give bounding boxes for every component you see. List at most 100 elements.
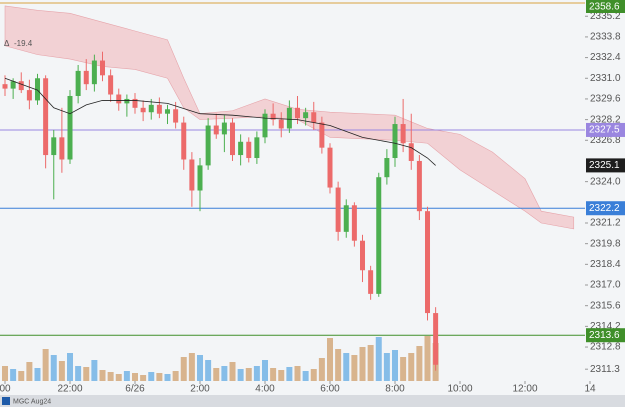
candle-body bbox=[197, 165, 203, 191]
x-tick-label: 8:00 bbox=[385, 384, 405, 395]
volume-bar bbox=[424, 336, 431, 381]
candle-body bbox=[408, 143, 414, 161]
volume-bar bbox=[270, 368, 277, 381]
volume-bar bbox=[107, 372, 114, 381]
price-badge-label: 2322.2 bbox=[589, 203, 620, 214]
volume-bar bbox=[18, 371, 25, 381]
volume-bar bbox=[99, 370, 106, 381]
volume-bar bbox=[408, 353, 415, 381]
candle-body bbox=[116, 94, 122, 104]
candle-body bbox=[425, 211, 431, 314]
volume-bar bbox=[253, 366, 260, 381]
volume-bar bbox=[34, 368, 41, 381]
y-tick-label: 2328.2 bbox=[590, 114, 621, 125]
volume-bar bbox=[2, 366, 9, 381]
volume-bar bbox=[383, 353, 390, 381]
volume-bar bbox=[359, 347, 366, 381]
candle-body bbox=[433, 313, 439, 365]
volume-bar bbox=[262, 360, 269, 381]
candle-body bbox=[416, 160, 422, 212]
y-tick-label: 2319.8 bbox=[590, 238, 621, 249]
y-tick-label: 2335.2 bbox=[590, 11, 621, 22]
y-tick-label: 2314.2 bbox=[590, 321, 621, 332]
volume-bar bbox=[180, 357, 187, 381]
y-tick-label: 2329.6 bbox=[590, 94, 621, 105]
volume-bar bbox=[302, 371, 309, 381]
x-tick-label: 6/26 bbox=[125, 384, 145, 395]
y-tick-label: 2326.8 bbox=[590, 135, 621, 146]
candle-body bbox=[327, 147, 333, 188]
y-tick-label: 2317.0 bbox=[590, 280, 621, 291]
candle-body bbox=[59, 137, 65, 160]
candle-body bbox=[286, 107, 292, 129]
candle-body bbox=[384, 158, 390, 178]
candle-body bbox=[67, 95, 73, 160]
volume-bar bbox=[164, 374, 171, 381]
candle-body bbox=[173, 109, 179, 123]
price-badge bbox=[586, 328, 625, 343]
candle-body bbox=[43, 78, 49, 156]
candle-body bbox=[278, 119, 284, 129]
symbol-icon bbox=[2, 397, 10, 405]
candle-body bbox=[262, 113, 268, 138]
price-badge bbox=[586, 201, 625, 216]
status-bar bbox=[0, 395, 625, 407]
volume-bar bbox=[416, 346, 423, 381]
candle-body bbox=[100, 60, 106, 76]
volume-bar bbox=[123, 371, 130, 381]
volume-bar bbox=[327, 338, 334, 381]
volume-bar bbox=[286, 367, 293, 381]
candle-body bbox=[270, 113, 276, 120]
change-value: -19.4 bbox=[14, 39, 33, 48]
candle-body bbox=[213, 125, 219, 135]
candle-body bbox=[83, 70, 89, 85]
price-badge bbox=[586, 158, 625, 173]
volume-bar bbox=[343, 353, 350, 381]
volume-bar bbox=[221, 366, 228, 381]
candle-body bbox=[360, 240, 366, 271]
volume-bar bbox=[188, 353, 195, 381]
candle-body bbox=[319, 122, 325, 148]
volume-bar bbox=[50, 355, 57, 381]
candle-body bbox=[2, 84, 8, 89]
volume-bar bbox=[367, 345, 374, 381]
price-badge-label: 2313.6 bbox=[589, 330, 620, 341]
volume-bar bbox=[392, 350, 399, 381]
volume-bar bbox=[148, 372, 155, 381]
candle-body bbox=[51, 137, 57, 156]
volume-bar bbox=[83, 367, 90, 381]
volume-bar bbox=[75, 366, 82, 381]
volume-bar bbox=[245, 368, 252, 381]
volume-bar bbox=[58, 361, 65, 381]
candle-body bbox=[189, 159, 195, 191]
candle-body bbox=[148, 104, 154, 113]
candle-body bbox=[303, 112, 309, 119]
x-tick-label: 22:00 bbox=[57, 384, 82, 395]
volume-bar bbox=[42, 349, 49, 381]
volume-bar bbox=[115, 374, 122, 381]
y-tick-label: 2311.3 bbox=[590, 364, 620, 375]
price-badge bbox=[586, 0, 625, 13]
volume-bar bbox=[67, 353, 74, 381]
y-tick-label: 2332.4 bbox=[590, 52, 621, 63]
y-tick-label: 2315.6 bbox=[590, 300, 621, 311]
candle-body bbox=[156, 104, 162, 114]
candle-body bbox=[75, 70, 81, 96]
candle-body bbox=[10, 81, 16, 89]
y-tick-label: 2318.4 bbox=[590, 259, 621, 270]
price-axis bbox=[585, 0, 625, 381]
candle-body bbox=[124, 98, 130, 104]
volume-bar bbox=[229, 362, 236, 381]
change-symbol: Δ bbox=[4, 39, 10, 48]
candle-body bbox=[26, 90, 32, 101]
candle-body bbox=[238, 141, 244, 156]
candle-body bbox=[351, 205, 357, 241]
volume-bar bbox=[26, 362, 33, 381]
candle-body bbox=[205, 125, 211, 166]
candle-body bbox=[246, 141, 252, 159]
candle-body bbox=[376, 177, 382, 294]
x-tick-label: 4:00 bbox=[255, 384, 275, 395]
volume-bar bbox=[132, 373, 139, 381]
volume-bar bbox=[172, 371, 179, 381]
